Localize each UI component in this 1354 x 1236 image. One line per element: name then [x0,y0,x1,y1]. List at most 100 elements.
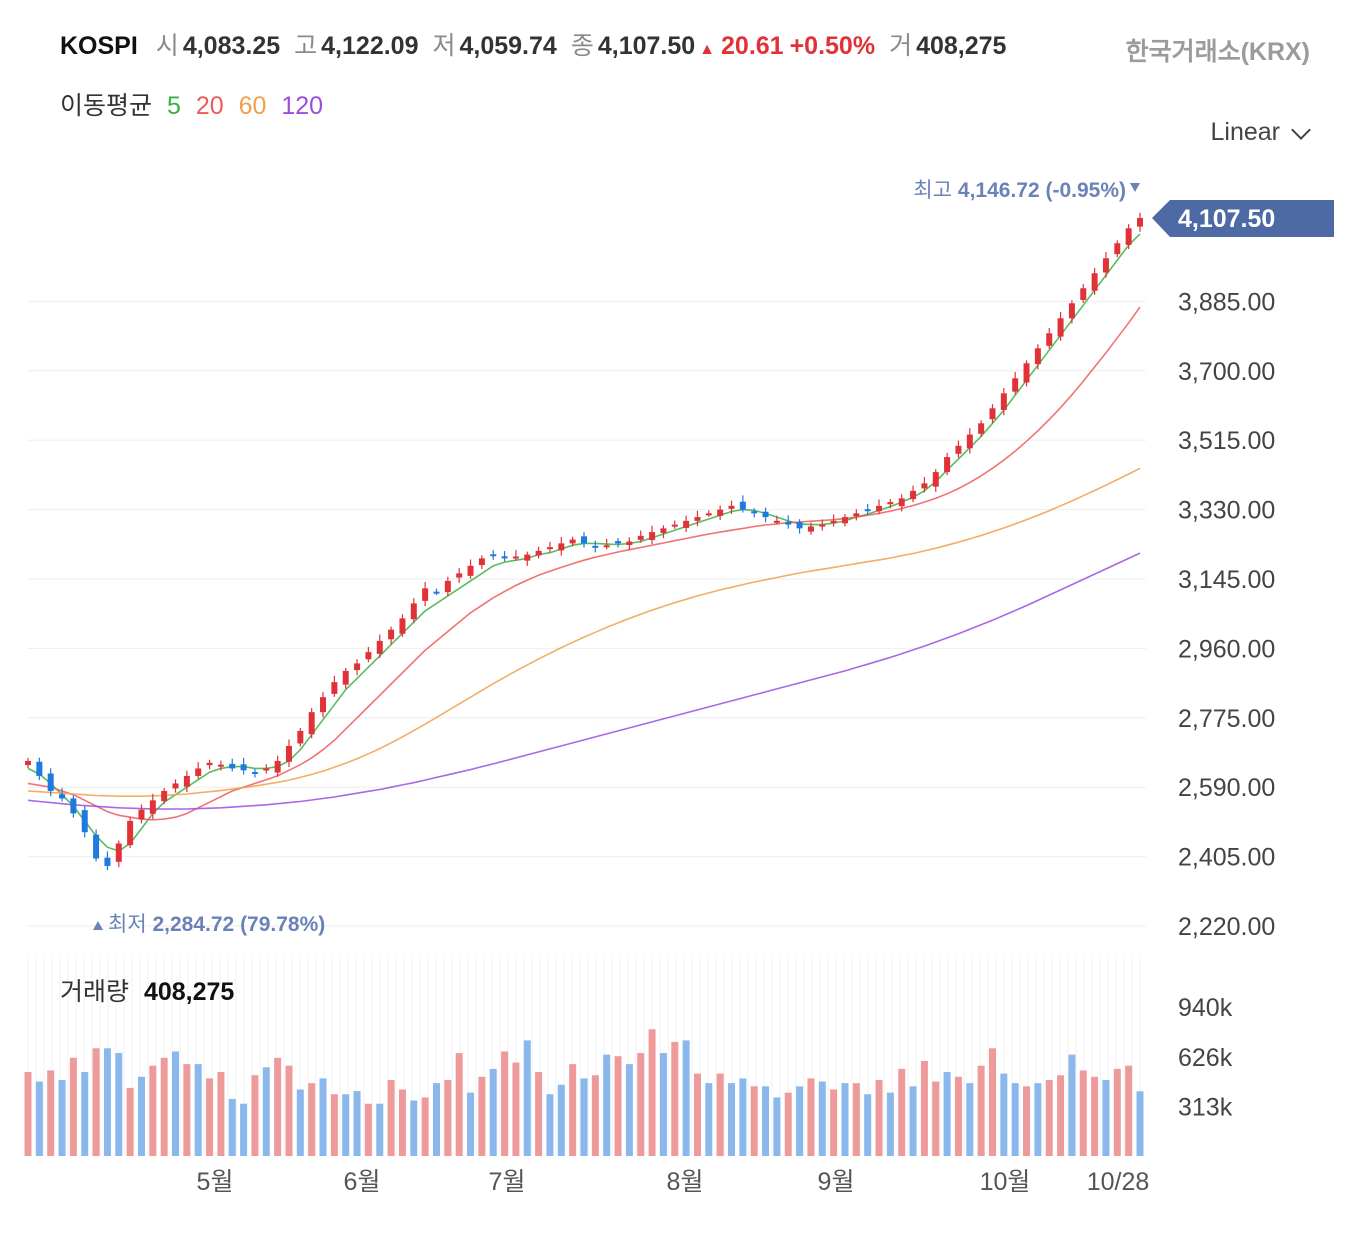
volume-bar [115,1053,123,1156]
candle-body [47,773,54,791]
volume-bar [512,1062,520,1156]
volume-bar [716,1073,724,1156]
x-tick-label: 9월 [818,1168,855,1196]
volume-tick-label: 940k [1178,994,1233,1022]
volume-bar [932,1081,940,1156]
candle-body [251,771,258,774]
volume-bar [557,1084,565,1156]
candle-body [1137,217,1143,227]
candle-body [944,457,951,473]
candle-body [93,834,100,859]
candle-body [1046,333,1053,346]
volume-tick-label: 626k [1178,1044,1233,1072]
candle-body [864,509,871,512]
volume-bar [841,1083,849,1156]
volume-bar [693,1073,701,1156]
change-value: 20.61 [721,32,784,60]
y-tick-label: 3,515.00 [1178,427,1275,455]
candle-body [274,760,281,773]
volume-bar [432,1083,440,1156]
volume-bar [1057,1075,1065,1156]
candle-body [115,843,122,862]
candle-body [422,588,429,601]
volume-bar [387,1079,395,1156]
candle-body [365,652,372,660]
candle-body [739,501,746,510]
ma5-legend[interactable]: 5 [166,92,181,120]
volume-bar [489,1068,497,1156]
volume-bar [1125,1065,1133,1156]
high-label: 고 [294,32,318,60]
volume-bar [478,1076,486,1156]
candle-body [297,730,304,744]
volume-bar [285,1065,293,1156]
scale-dropdown[interactable]: Linear [1210,118,1311,147]
index-name: KOSPI [60,32,138,60]
volume-bar [1068,1054,1076,1156]
candle-body [966,434,973,449]
volume-bar [682,1040,690,1156]
volume-bar [251,1075,259,1156]
x-tick-label: 5월 [197,1168,234,1196]
close-label: 종 [570,32,594,60]
volume-value: 408,275 [916,32,1007,60]
candle-body [240,764,247,771]
candle-body [444,580,451,593]
x-tick-label: 8월 [667,1168,704,1196]
volume-bar [376,1103,384,1156]
candle-body [59,794,66,799]
candle-body [1068,303,1075,319]
volume-bar [137,1076,145,1156]
volume-bar [1034,1083,1042,1156]
volume-bar [240,1103,248,1156]
candle-body [683,520,690,528]
volume-bar [228,1098,236,1156]
volume-bar [807,1078,815,1156]
candle-body [399,618,406,634]
candle-body [1102,258,1109,273]
candle-body [229,763,236,769]
candle-body [910,490,917,500]
ma20-legend[interactable]: 20 [195,92,224,120]
ma60-legend[interactable]: 60 [238,92,267,120]
y-tick-label: 3,885.00 [1178,288,1275,316]
candle-body [1034,348,1041,365]
candle-body [25,760,31,766]
candle-body [660,528,667,533]
candle-body [331,682,338,694]
candle-body [717,509,724,516]
candle-body [376,640,383,654]
volume-bar [274,1057,282,1156]
open-value: 4,083.25 [182,32,281,60]
volume-bar [614,1056,622,1156]
volume-bar [1011,1083,1019,1156]
candle-body [183,775,190,787]
candle-body [1114,243,1121,255]
volume-bar [467,1092,475,1156]
candle-body [524,554,531,561]
y-tick-label: 2,220.00 [1178,913,1275,941]
volume-bar [637,1053,645,1156]
candle-body [785,521,792,525]
volume-title: 거래량 408,275 [60,972,234,1008]
candle-body [36,761,43,776]
candle-body [342,670,349,685]
volume-bar [92,1048,100,1156]
volume-bar [875,1079,883,1156]
candle-body [807,526,814,532]
ma120-legend[interactable]: 120 [281,92,324,120]
current-price-badge [1152,200,1334,237]
low-annotation: 최저 2,284.72 (79.78%) [108,913,325,936]
volume-bar [864,1094,872,1156]
candle-body [671,524,678,527]
volume-bar [58,1079,66,1156]
volume-bar [262,1067,270,1156]
x-tick-label: 6월 [344,1168,381,1196]
candle-body [1125,228,1132,245]
volume-bar [1113,1068,1121,1156]
volume-bar [898,1068,906,1156]
candle-body [285,745,292,762]
scale-label: Linear [1210,118,1281,146]
volume-bar [1000,1073,1008,1156]
